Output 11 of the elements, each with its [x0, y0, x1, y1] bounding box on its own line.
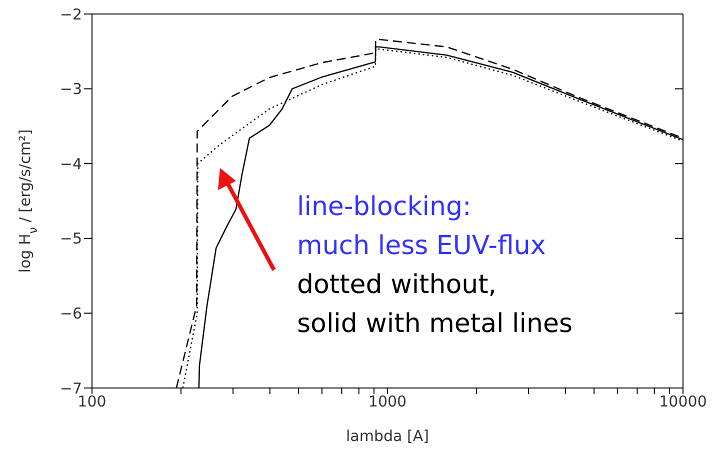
y-tick-label: −6	[60, 304, 82, 323]
x-tick-label: 10000	[659, 392, 707, 411]
y-tick-label: −5	[60, 230, 82, 248]
x-tick-label: 1000	[368, 392, 407, 411]
y-tick-label: −4	[60, 154, 82, 173]
x-axis-title: lambda [A]	[346, 427, 429, 445]
y-tick-label: −3	[60, 80, 82, 98]
y-tick-label: −2	[60, 5, 82, 24]
annotation: line-blocking: much less EUV-flux	[297, 191, 546, 263]
x-tick-label: 100	[78, 392, 106, 411]
annotation: dotted without, solid with metal lines	[297, 269, 573, 341]
